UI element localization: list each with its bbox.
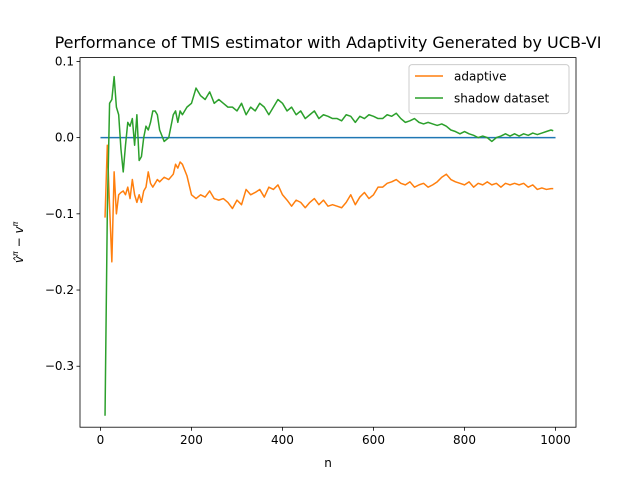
chart-title: Performance of TMIS estimator with Adapt…	[55, 33, 602, 52]
legend-box	[408, 64, 570, 115]
y-axis-label: v̂π − vπ	[11, 221, 26, 263]
legend-label-adaptive: adaptive	[454, 70, 506, 84]
x-tick-label: 0	[97, 433, 105, 447]
y-tick-label: −0.3	[45, 359, 74, 373]
series-line-adaptive	[104, 144, 554, 263]
y-tick-label: −0.1	[45, 207, 74, 221]
x-tick-label: 800	[453, 433, 476, 447]
series-layer	[100, 75, 556, 416]
x-axis: 0 200 400 600 800 1000	[97, 427, 571, 447]
plot-area	[79, 57, 577, 428]
x-axis-label: n	[324, 456, 332, 470]
y-tick-label: 0.1	[55, 54, 74, 68]
legend: adaptive shadow dataset	[408, 64, 570, 115]
x-tick-label: 1000	[540, 433, 571, 447]
y-axis: −0.3 −0.2 −0.1 0.0 0.1	[45, 54, 80, 373]
series-line-shadow-dataset	[104, 75, 554, 416]
y-tick-label: 0.0	[55, 131, 74, 145]
legend-label-shadow-dataset: shadow dataset	[454, 92, 549, 106]
x-tick-label: 200	[180, 433, 203, 447]
x-tick-label: 600	[362, 433, 385, 447]
y-tick-label: −0.2	[45, 283, 74, 297]
y-axis-label-group: v̂π − vπ	[11, 221, 26, 263]
axes-frame	[79, 57, 577, 428]
x-tick-label: 400	[271, 433, 294, 447]
